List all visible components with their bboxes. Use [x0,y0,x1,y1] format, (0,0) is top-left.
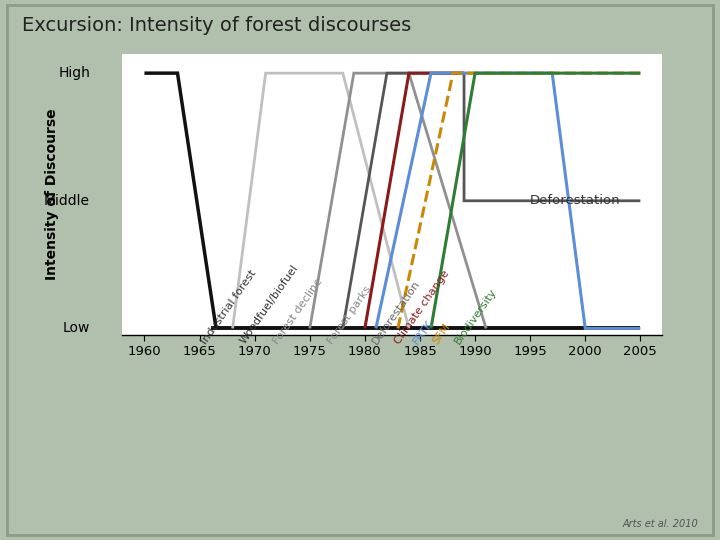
Text: Middle: Middle [44,194,90,208]
Text: Industrial forest: Industrial forest [199,268,258,346]
Text: Intensity of Discourse: Intensity of Discourse [45,109,59,280]
Text: Climate change: Climate change [392,268,451,346]
Text: Deforestation: Deforestation [370,278,422,346]
Text: Forest decline: Forest decline [271,276,324,346]
Text: SFM: SFM [431,321,452,346]
Text: Low: Low [63,321,90,335]
Text: High: High [58,66,90,80]
Text: Woodfuel/biofuel: Woodfuel/biofuel [238,264,300,346]
Text: FRTK: FRTK [411,318,435,346]
Text: Forest parks: Forest parks [326,284,374,346]
Text: Arts et al. 2010: Arts et al. 2010 [623,519,698,529]
Text: Deforestation: Deforestation [530,194,621,207]
Text: Biodiversity: Biodiversity [453,286,499,346]
Text: Excursion: Intensity of forest discourses: Excursion: Intensity of forest discourse… [22,16,411,35]
